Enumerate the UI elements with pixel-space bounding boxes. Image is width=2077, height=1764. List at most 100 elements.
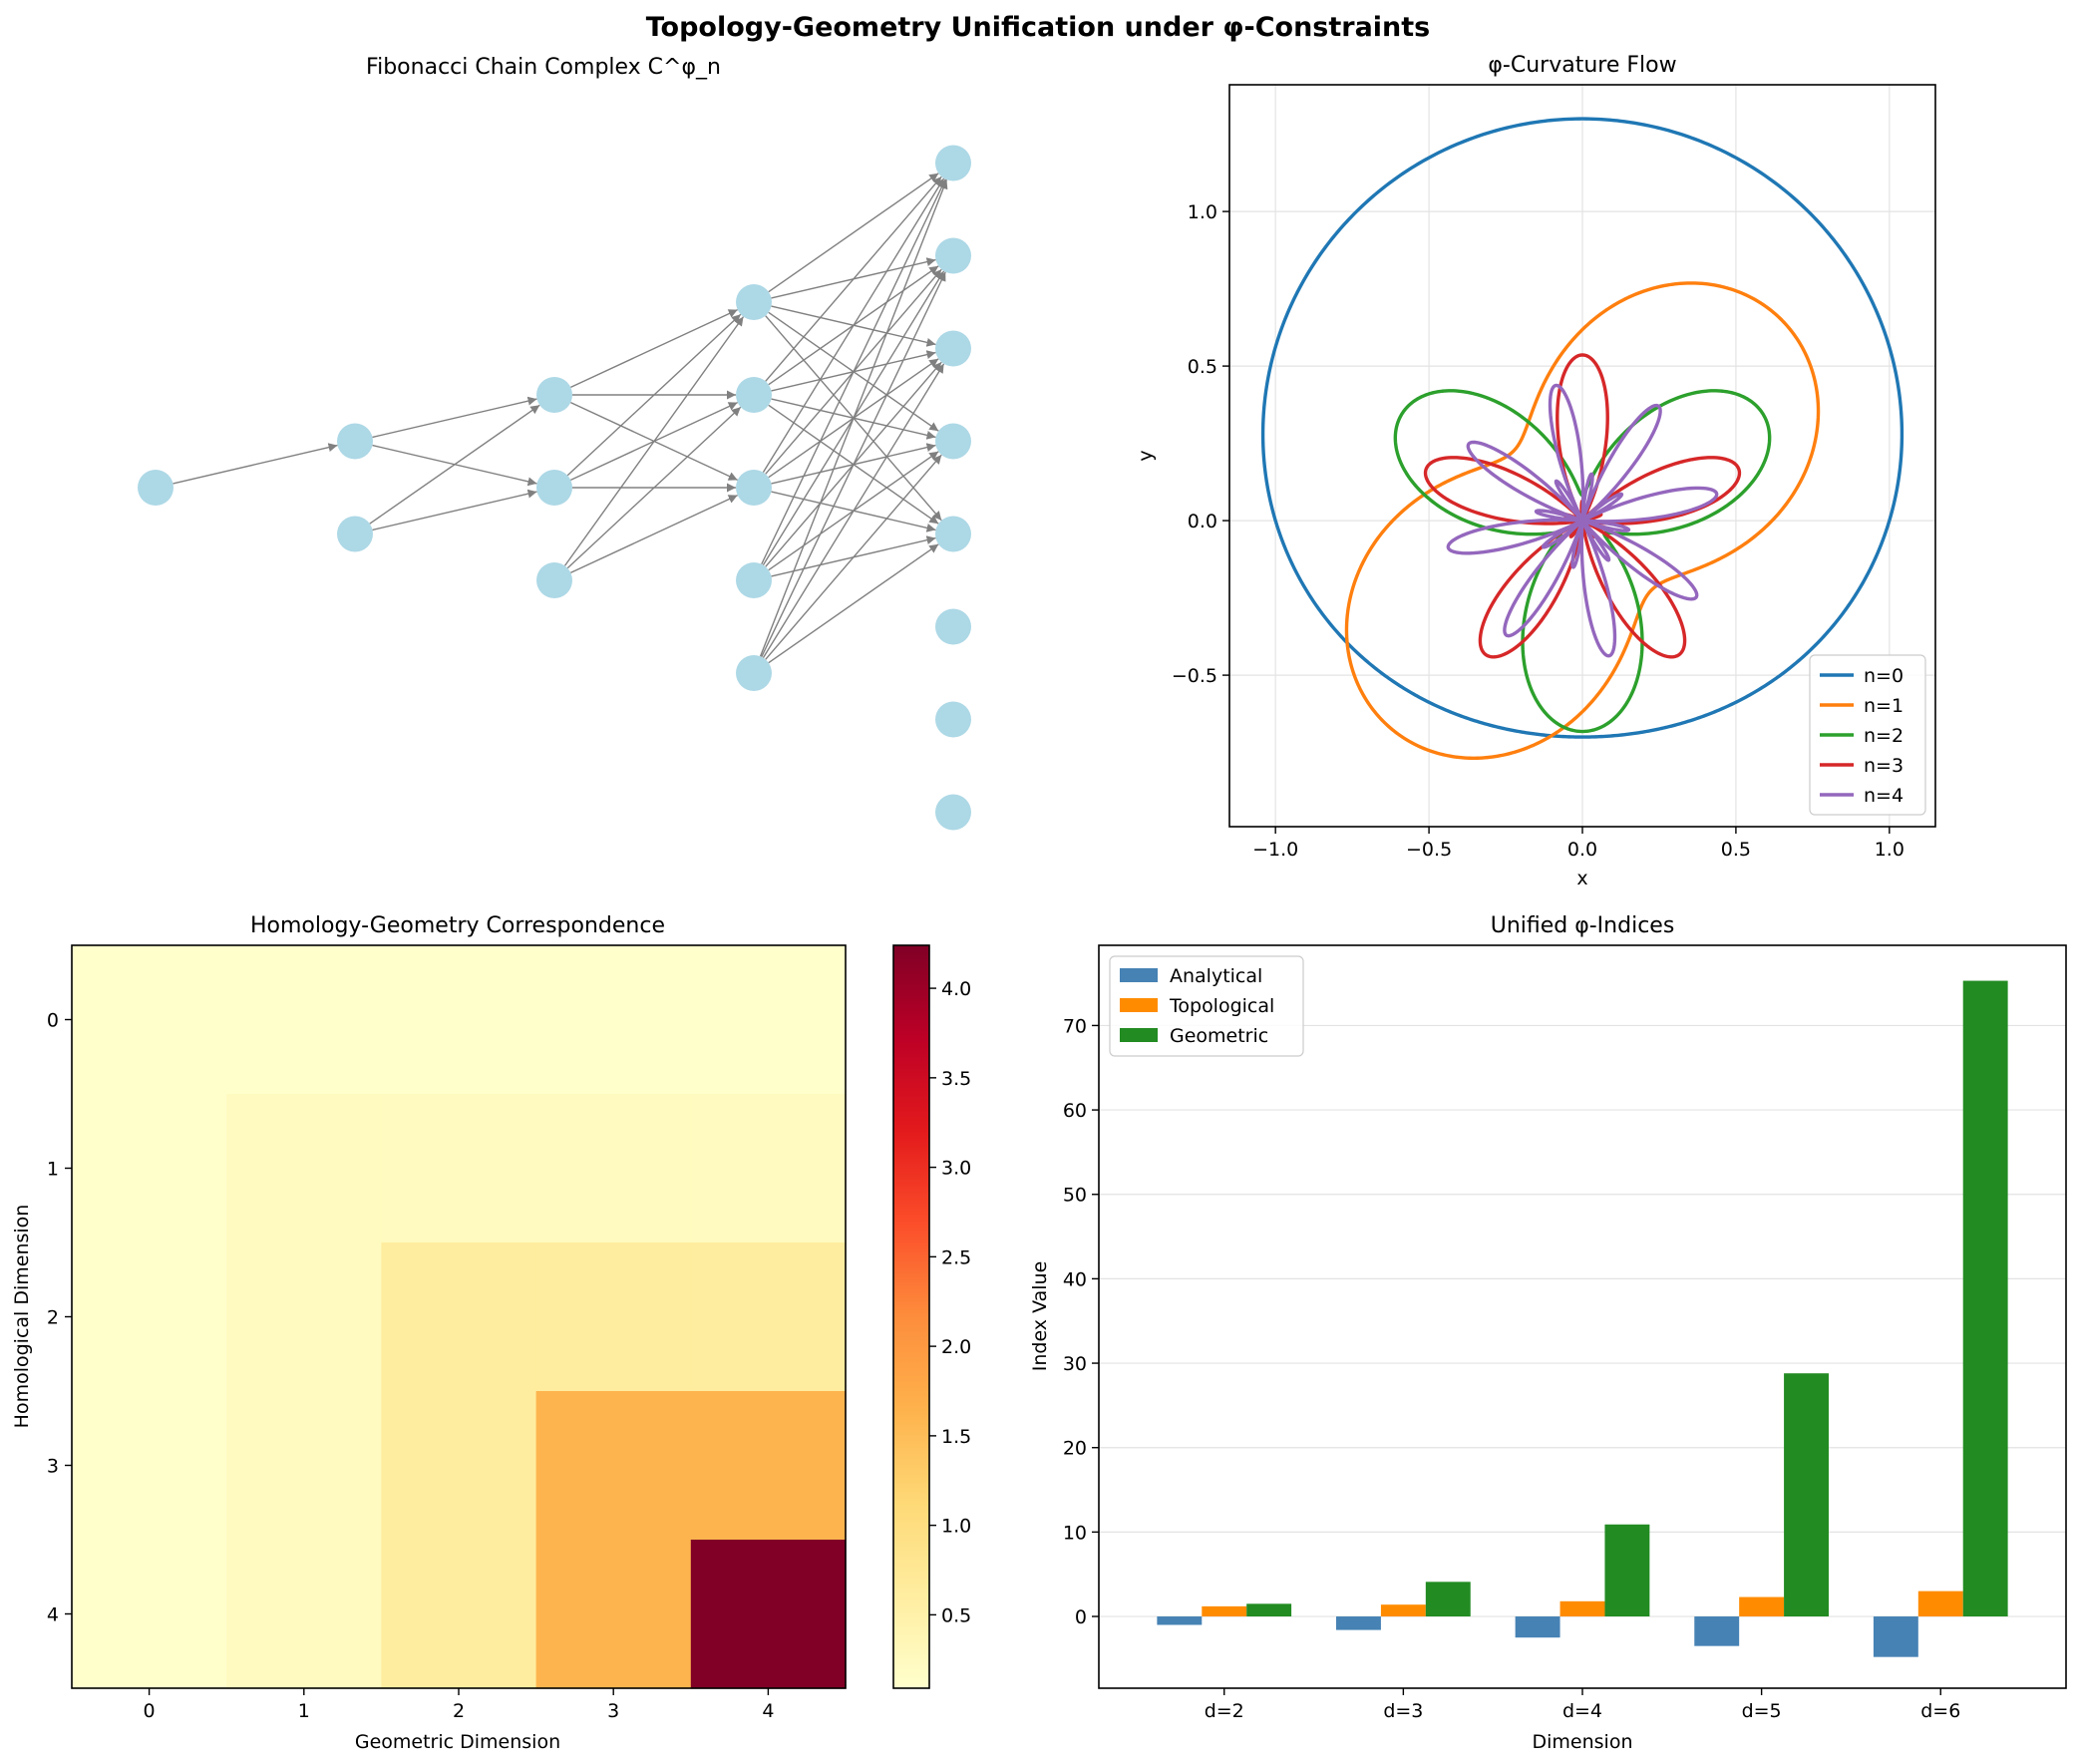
chain-complex-panel: Fibonacci Chain Complex C^φ_n (138, 55, 971, 831)
chain-node (935, 145, 971, 181)
indices-panel: Unified φ-Indices 0 10 20 30 40 50 60 70 d=2 d=3 d… (1029, 913, 2067, 1753)
heatmap-cell (226, 1242, 382, 1392)
flow-legend-box (1809, 654, 1926, 816)
bar-xtick-label: d=5 (1742, 1700, 1782, 1722)
chain-edge (768, 173, 939, 293)
chain-edge (570, 401, 738, 482)
bar-xtick-label: d=3 (1383, 1700, 1423, 1722)
flow-xtick-label: 0.0 (1567, 839, 1597, 861)
bar-ytick-label: 50 (1063, 1185, 1087, 1207)
heatmap-ytick-label: 3 (47, 1456, 59, 1478)
colorbar-tick-label: 2.5 (941, 1246, 971, 1268)
chain-node (935, 794, 971, 831)
chain-node (935, 701, 971, 738)
chain-node (935, 237, 971, 274)
bar-analytical (1873, 1616, 1918, 1657)
bar-topological (1739, 1596, 1785, 1617)
bar-topological (1380, 1604, 1426, 1617)
bar-legend-label: Analytical (1170, 965, 1262, 987)
chain-nodes (138, 145, 971, 831)
indices-y-label: Index Value (1029, 1261, 1051, 1372)
chain-edge (771, 305, 936, 347)
heatmap-ytick-label: 2 (47, 1307, 59, 1329)
colorbar-frame (892, 944, 930, 1689)
bar-geometric (1962, 980, 2008, 1617)
bar-analytical (1694, 1616, 1740, 1646)
chain-edge (771, 257, 936, 299)
bars (1157, 980, 2008, 1657)
figure-title: Topology-Geometry Unification under φ-Co… (646, 12, 1431, 43)
heatmap-cell (381, 1391, 537, 1541)
bar-topological (1917, 1590, 1963, 1617)
bar-geometric (1246, 1603, 1292, 1617)
heatmap-cell (690, 1094, 847, 1243)
colorbar-tick-label: 3.5 (941, 1068, 971, 1090)
heatmap-cell (381, 1094, 537, 1243)
colorbar-tick-label: 4.0 (941, 978, 971, 1000)
indices-x-label: Dimension (1533, 1731, 1633, 1753)
chain-edge (771, 535, 936, 577)
heatmap-x-label: Geometric Dimension (355, 1731, 560, 1753)
chain-node (736, 562, 772, 598)
chain-edge (771, 491, 936, 532)
heatmap-cell (72, 1540, 227, 1689)
heatmap-cell (381, 1540, 537, 1689)
bar-geometric (1784, 1373, 1829, 1617)
heatmap-xtick-label: 1 (298, 1700, 310, 1722)
chain-node (935, 330, 971, 367)
heatmap-title: Homology-Geometry Correspondence (250, 913, 665, 938)
colorbar-tick-label: 0.5 (941, 1604, 971, 1626)
heatmap-xtick-label: 0 (144, 1700, 156, 1722)
chain-node (935, 608, 971, 645)
colorbar-tick-label: 1.5 (941, 1426, 971, 1448)
bar-geometric (1604, 1524, 1650, 1617)
heatmap-cell (226, 1094, 382, 1243)
colorbar-tick-label: 1.0 (941, 1516, 971, 1538)
heatmap-cell (72, 1094, 227, 1243)
chain-node (536, 562, 572, 598)
heatmap-cell (535, 1094, 692, 1243)
chain-node (138, 470, 173, 506)
flow-xtick-label: 1.0 (1875, 839, 1904, 861)
heatmap-cell (72, 945, 227, 1095)
chain-node (536, 377, 572, 413)
chain-edge (768, 404, 939, 525)
heatmap-cell (381, 945, 537, 1095)
chain-node (337, 516, 373, 552)
chain-edge (570, 308, 738, 389)
bar-ytick-label: 40 (1063, 1268, 1087, 1290)
flow-legend-label: n=4 (1864, 785, 1904, 807)
colorbar-tick-label: 2.0 (941, 1336, 971, 1358)
heatmap-panel: Homology-Geometry Correspondence 0 1 2 3 4 0 1… (11, 913, 971, 1753)
heatmap-ytick-label: 0 (47, 1010, 59, 1032)
bar-ticks: 0 10 20 30 40 50 60 70 d=2 d=3 d=4 d=5 d=6 (1063, 1015, 1960, 1722)
heatmap-cell (535, 1242, 692, 1392)
heatmap-ytick-label: 1 (47, 1159, 59, 1181)
chain-node (736, 377, 772, 413)
bar-legend-swatch (1120, 1028, 1158, 1042)
bar-grid (1099, 1024, 2066, 1617)
curvature-flow-panel: φ-Curvature Flow −1.0 −0.5 0.0 0.5 1.0 −0.5 0.… (1135, 53, 1936, 889)
flow-curve-n2 (1393, 389, 1772, 734)
chain-node (337, 423, 373, 460)
chain-node (935, 423, 971, 460)
flow-curves (1260, 117, 1904, 760)
chain-node (736, 284, 772, 320)
bar-legend-swatch (1120, 998, 1158, 1012)
bar-ytick-label: 20 (1063, 1438, 1087, 1460)
flow-y-label: y (1135, 450, 1157, 461)
heatmap-cell (381, 1242, 537, 1392)
chain-edge (765, 315, 942, 522)
heatmap-cell (226, 1391, 382, 1541)
chain-node (536, 470, 572, 506)
flow-legend-label: n=1 (1864, 695, 1904, 717)
bar-ytick-label: 70 (1063, 1015, 1087, 1037)
heatmap-cell (690, 945, 847, 1095)
heatmap-cells (72, 945, 847, 1689)
colorbar-tick-label: 3.0 (941, 1158, 971, 1180)
chain-edge (768, 543, 939, 664)
chain-edges (173, 173, 948, 664)
bar-xtick-label: d=4 (1562, 1700, 1602, 1722)
flow-ticks: −1.0 −0.5 0.0 0.5 1.0 −0.5 0.0 0.5 1.0 (1172, 201, 1904, 861)
